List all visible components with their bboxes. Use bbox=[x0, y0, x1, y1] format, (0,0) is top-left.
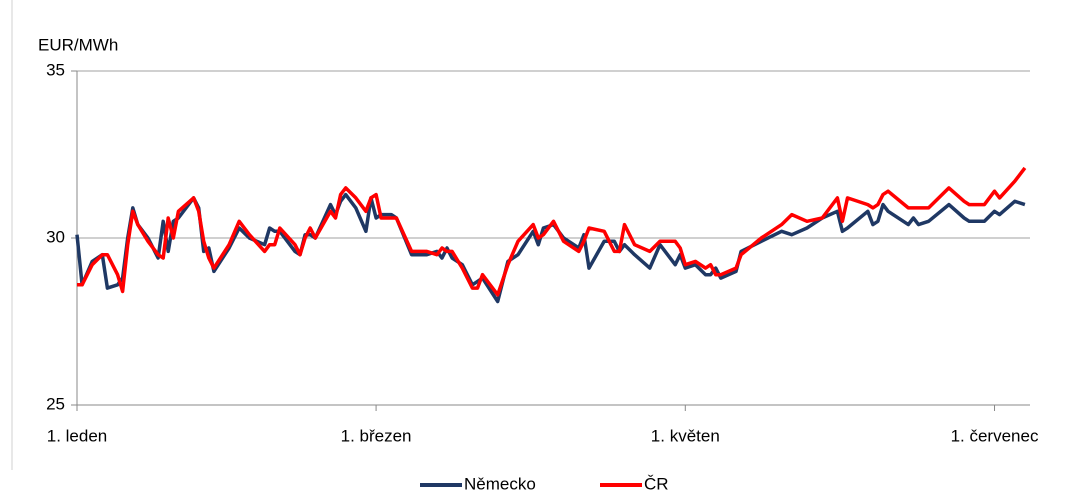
y-tick-label: 25 bbox=[46, 394, 65, 413]
y-tick-label: 30 bbox=[46, 227, 65, 246]
x-tick-label: 1. květen bbox=[651, 426, 720, 445]
x-tick-label: 1. leden bbox=[47, 426, 108, 445]
x-tick-label: 1. březen bbox=[341, 426, 412, 445]
series-line bbox=[75, 192, 1026, 304]
x-tick-label: 1. červenec bbox=[951, 426, 1039, 445]
y-tick-label: 35 bbox=[46, 60, 65, 79]
series-line bbox=[77, 166, 1027, 297]
legend-label: ČR bbox=[644, 474, 669, 493]
legend-label: Německo bbox=[464, 474, 536, 493]
y-axis-label: EUR/MWh bbox=[38, 35, 118, 54]
